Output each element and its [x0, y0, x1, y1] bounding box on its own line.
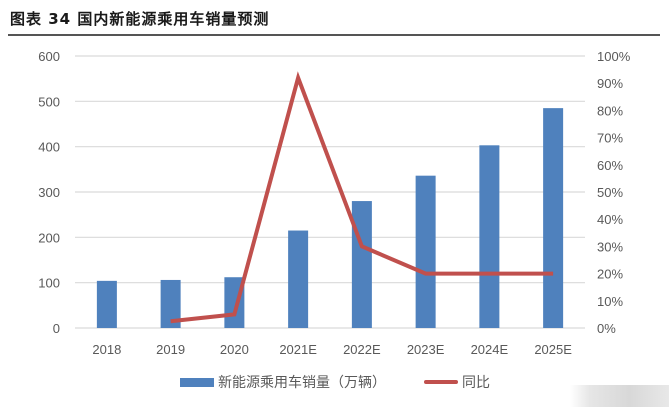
yoy-line [170, 71, 554, 324]
bar-series [96, 108, 564, 328]
right-tick-label: 60% [597, 158, 623, 173]
line-swatch-icon [424, 380, 458, 384]
legend: 新能源乘用车销量（万辆） 同比 [180, 372, 528, 392]
legend-item-yoy: 同比 [424, 372, 490, 392]
right-tick-label: 30% [597, 239, 623, 254]
left-tick-label: 400 [38, 140, 60, 155]
left-axis-ticks: 0 100 200 300 400 500 600 [38, 49, 60, 336]
title-divider [8, 34, 660, 36]
x-tick-label: 2025E [534, 342, 572, 357]
x-tick-label: 2020 [220, 342, 249, 357]
legend-item-sales: 新能源乘用车销量（万辆） [180, 372, 386, 392]
right-tick-label: 70% [597, 131, 623, 146]
right-tick-label: 50% [597, 185, 623, 200]
left-tick-label: 600 [38, 49, 60, 64]
bar [288, 230, 309, 328]
x-tick-label: 2019 [156, 342, 185, 357]
x-tick-label: 2021E [279, 342, 317, 357]
x-tick-label: 2018 [92, 342, 121, 357]
bar [160, 279, 181, 328]
right-tick-label: 80% [597, 103, 623, 118]
x-tick-label: 2022E [343, 342, 381, 357]
left-tick-label: 300 [38, 185, 60, 200]
line-series [170, 71, 554, 324]
x-tick-label: 2023E [407, 342, 445, 357]
left-tick-label: 200 [38, 230, 60, 245]
left-tick-label: 0 [53, 321, 60, 336]
bar [96, 280, 117, 328]
x-axis-ticks: 2018 2019 2020 2021E 2022E 2023E 2024E 2025E [92, 342, 572, 357]
chart-title: 图表 34 国内新能源乘用车销量预测 [10, 10, 270, 28]
left-tick-label: 500 [38, 94, 60, 109]
bar [479, 145, 500, 328]
right-axis-ticks: 0% 10% 20% 30% 40% 50% 60% 70% 80% 90% 100% [597, 49, 631, 336]
bar-swatch-icon [180, 377, 214, 387]
legend-label-yoy: 同比 [462, 375, 490, 391]
right-tick-label: 100% [597, 49, 631, 64]
right-tick-label: 90% [597, 76, 623, 91]
bar [415, 175, 436, 328]
watermark [570, 385, 669, 407]
legend-label-sales: 新能源乘用车销量（万辆） [218, 375, 386, 391]
right-tick-label: 20% [597, 267, 623, 282]
bar [543, 108, 564, 328]
left-tick-label: 100 [38, 276, 60, 291]
x-tick-label: 2024E [471, 342, 509, 357]
right-tick-label: 40% [597, 212, 623, 227]
bar [351, 201, 372, 328]
right-tick-label: 10% [597, 294, 623, 309]
gridlines [75, 55, 585, 329]
right-tick-label: 0% [597, 321, 616, 336]
